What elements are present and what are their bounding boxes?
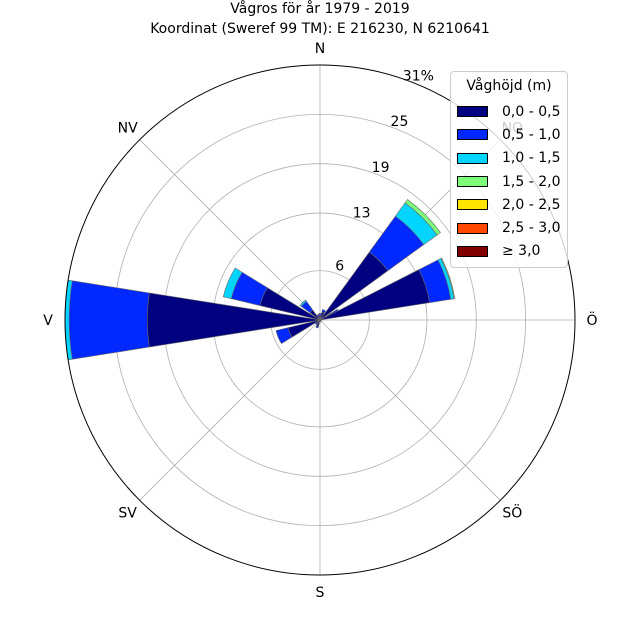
- direction-label: V: [43, 313, 53, 329]
- sector-bars: [64, 199, 456, 361]
- legend-item: 0,0 - 0,5: [457, 100, 561, 123]
- direction-label: SÖ: [502, 503, 522, 521]
- sector-bar-segment: [316, 314, 320, 317]
- radial-tick-label: 25: [391, 114, 409, 130]
- grid-spoke: [319, 319, 501, 501]
- sector-bar-segment: [275, 327, 293, 345]
- sector-bar-segment: [314, 321, 319, 326]
- legend-item: 2,5 - 3,0: [457, 216, 561, 239]
- legend-title: Våghöjd (m): [466, 78, 552, 94]
- direction-label: NV: [118, 121, 138, 137]
- legend-item: 2,0 - 2,5: [457, 193, 561, 216]
- sector-bar-segment: [440, 257, 456, 300]
- legend-swatch: [457, 245, 488, 257]
- grid-spoke: [139, 319, 321, 501]
- direction-label: SV: [118, 505, 137, 521]
- sector-bar-segment: [299, 299, 307, 307]
- radial-tick-labels: 6 13 19 25 31%: [335, 69, 434, 275]
- direction-label: S: [316, 585, 325, 601]
- legend-swatch: [457, 152, 488, 164]
- sector-bar-segment: [315, 325, 319, 329]
- sector-bar-segment: [318, 313, 322, 317]
- legend-label: 2,5 - 3,0: [502, 220, 561, 237]
- legend-label: 1,0 - 1,5: [502, 150, 561, 167]
- legend-label: 0,5 - 1,0: [502, 126, 561, 143]
- legend-swatch: [457, 106, 488, 118]
- radial-tick-label: 31%: [403, 69, 434, 85]
- sector-bar-segment: [222, 267, 243, 300]
- legend-label: 2,0 - 2,5: [502, 196, 561, 213]
- direction-label: N: [315, 41, 325, 57]
- legend-item: 1,0 - 1,5: [457, 147, 561, 170]
- sector-bar-segment: [68, 280, 150, 360]
- sector-bar-segment: [404, 199, 441, 236]
- legend-swatch: [457, 176, 488, 188]
- legend: Våghöjd (m) 0,0 - 0,5 0,5 - 1,0 1,0 - 1,5 1…: [450, 71, 568, 268]
- radial-tick-label: 6: [335, 259, 344, 275]
- grid-spoke: [139, 139, 321, 321]
- legend-label: 1,5 - 2,0: [502, 173, 561, 190]
- legend-label: ≥ 3,0: [502, 243, 541, 260]
- legend-swatch: [457, 199, 488, 211]
- legend-swatch: [457, 129, 488, 141]
- legend-items: 0,0 - 0,5 0,5 - 1,0 1,0 - 1,5 1,5 - 2,0 2,0 …: [457, 100, 561, 263]
- legend-item: 0,5 - 1,0: [457, 123, 561, 146]
- legend-swatch: [457, 222, 488, 234]
- radial-tick-label: 13: [353, 205, 371, 221]
- sector-bar-segment: [321, 309, 326, 314]
- direction-label: Ö: [586, 311, 597, 329]
- legend-item: 1,5 - 2,0: [457, 170, 561, 193]
- legend-label: 0,0 - 0,5: [502, 103, 561, 120]
- chart-title-line2: Koordinat (Sweref 99 TM): E 216230, N 62…: [150, 21, 490, 37]
- radial-tick-label: 19: [372, 160, 390, 176]
- legend-item: ≥ 3,0: [457, 240, 561, 263]
- sector-bar-segment: [147, 292, 321, 348]
- outer-frame: [64, 64, 576, 576]
- chart-title-line1: Vågros för år 1979 - 2019: [230, 0, 409, 17]
